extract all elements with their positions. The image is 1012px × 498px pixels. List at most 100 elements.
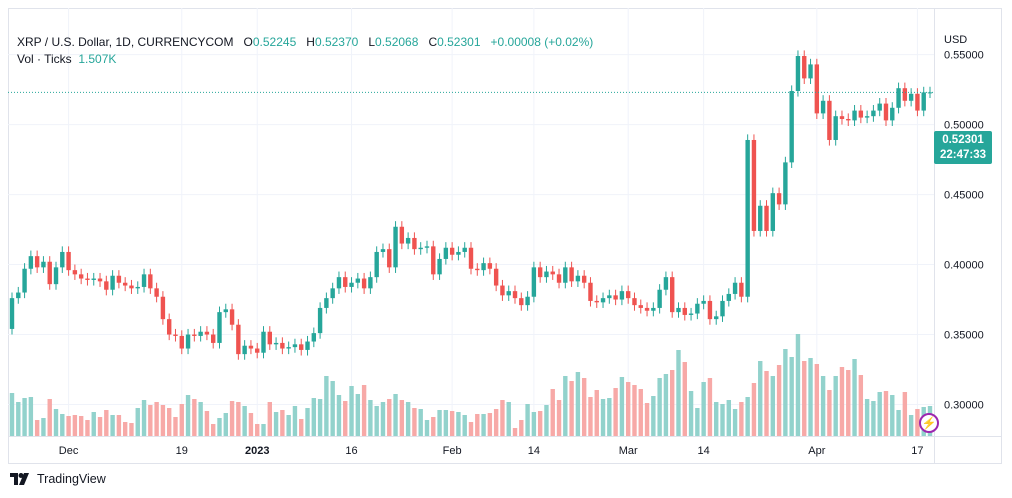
candle-up bbox=[921, 92, 926, 111]
volume-bar bbox=[456, 412, 461, 436]
candle-up bbox=[795, 56, 801, 91]
volume-bar bbox=[732, 409, 738, 436]
candle-down bbox=[299, 344, 304, 350]
volume-bar bbox=[34, 420, 40, 436]
volume-bar bbox=[217, 418, 222, 436]
volume-bar bbox=[751, 383, 757, 436]
candle-up bbox=[864, 116, 870, 118]
open-label: O bbox=[243, 35, 253, 49]
close-value: 0.52301 bbox=[437, 35, 481, 49]
candle-up bbox=[563, 267, 568, 283]
volume-bar bbox=[632, 385, 637, 436]
currency-label[interactable]: USD bbox=[944, 34, 968, 46]
tradingview-logo-icon bbox=[10, 473, 29, 485]
volume-bar bbox=[531, 412, 537, 436]
candle-down bbox=[229, 309, 235, 325]
x-tick-label: Mar bbox=[619, 445, 638, 457]
volume-bar bbox=[701, 382, 706, 436]
candle-up bbox=[286, 347, 291, 349]
candle-down bbox=[122, 282, 128, 286]
volume-bar bbox=[242, 406, 247, 436]
volume-bar bbox=[97, 417, 103, 436]
candle-up bbox=[418, 247, 423, 250]
candle-up bbox=[135, 286, 140, 289]
candle-up bbox=[424, 246, 430, 248]
volume-bar bbox=[418, 409, 423, 436]
candle-down bbox=[97, 278, 103, 282]
volume-bar bbox=[871, 401, 876, 436]
candle-up bbox=[676, 307, 681, 313]
candle-down bbox=[839, 116, 845, 119]
candle-down bbox=[569, 267, 574, 282]
candle-down bbox=[179, 335, 184, 349]
volume-bar bbox=[783, 349, 788, 436]
volume-bar bbox=[519, 420, 524, 436]
volume-bar bbox=[468, 422, 474, 436]
volume-bar bbox=[808, 358, 813, 436]
candle-up bbox=[732, 282, 738, 294]
grid bbox=[8, 8, 934, 436]
candle-up bbox=[330, 288, 335, 299]
volume-bar bbox=[644, 403, 650, 436]
candle-up bbox=[462, 247, 467, 252]
volume-bar bbox=[85, 420, 90, 436]
volume-label[interactable]: Vol · Ticks bbox=[17, 52, 72, 66]
candle-down bbox=[154, 288, 159, 297]
volume-value: 1.507K bbox=[78, 52, 117, 66]
volume-bar bbox=[437, 410, 442, 436]
candle-down bbox=[72, 270, 78, 275]
candle-up bbox=[22, 268, 27, 293]
candle-up bbox=[770, 193, 776, 231]
volume-bar bbox=[720, 404, 725, 436]
volume-bar bbox=[349, 386, 354, 436]
x-tick-label: 19 bbox=[176, 445, 188, 457]
volume-bar bbox=[475, 414, 480, 436]
lightning-icon[interactable]: ⚡ bbox=[919, 413, 939, 433]
volume-bar bbox=[104, 410, 109, 436]
volume-bar bbox=[368, 400, 373, 436]
volume-bar bbox=[185, 395, 191, 436]
volume-bar bbox=[481, 414, 486, 436]
candle-down bbox=[255, 348, 260, 353]
candle-down bbox=[827, 100, 832, 140]
candle-up bbox=[575, 275, 581, 282]
symbol-title[interactable]: XRP / U.S. Dollar, 1D, CURRENCYCOM bbox=[17, 35, 234, 49]
low-label: L bbox=[368, 35, 376, 49]
candle-down bbox=[594, 300, 599, 303]
candle-up bbox=[292, 344, 298, 348]
volume-bar bbox=[581, 378, 587, 436]
volume-bar bbox=[651, 396, 656, 436]
candle-up bbox=[374, 251, 379, 278]
volume-bar bbox=[607, 398, 612, 436]
candle-down bbox=[846, 118, 851, 121]
volume-bar bbox=[192, 399, 197, 436]
candle-down bbox=[34, 256, 40, 268]
volume-bar bbox=[229, 401, 235, 436]
tradingview-logo[interactable]: TradingView bbox=[10, 472, 106, 486]
candle-down bbox=[493, 268, 499, 286]
candle-up bbox=[688, 313, 694, 315]
candle-down bbox=[512, 291, 518, 299]
volume-bar bbox=[424, 420, 430, 436]
high-label: H bbox=[306, 35, 315, 49]
candle-up bbox=[60, 251, 65, 268]
volume-bar bbox=[380, 402, 386, 436]
candle-up bbox=[198, 331, 203, 336]
volume-bar bbox=[670, 370, 675, 436]
symbol-legend: XRP / U.S. Dollar, 1D, CURRENCYCOM O 0.52… bbox=[17, 35, 593, 49]
candle-down bbox=[148, 274, 153, 289]
bar-countdown: 22:47:33 bbox=[939, 149, 987, 161]
volume-bar bbox=[299, 419, 304, 436]
volume-bar bbox=[789, 357, 794, 436]
candle-up bbox=[908, 93, 914, 101]
candle-up bbox=[701, 300, 706, 304]
candle-up bbox=[393, 226, 398, 268]
candle-down bbox=[858, 110, 864, 118]
volume-bar bbox=[198, 402, 203, 436]
candles bbox=[9, 50, 933, 360]
candle-up bbox=[217, 312, 222, 343]
candle-up bbox=[336, 277, 342, 289]
volume-bar bbox=[537, 411, 543, 436]
volume-bar bbox=[896, 410, 901, 436]
